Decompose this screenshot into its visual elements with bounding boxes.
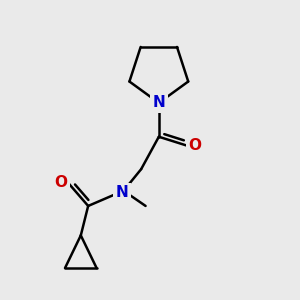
Text: O: O <box>189 138 202 153</box>
Text: N: N <box>152 95 165 110</box>
Text: N: N <box>116 185 128 200</box>
Text: O: O <box>54 175 67 190</box>
